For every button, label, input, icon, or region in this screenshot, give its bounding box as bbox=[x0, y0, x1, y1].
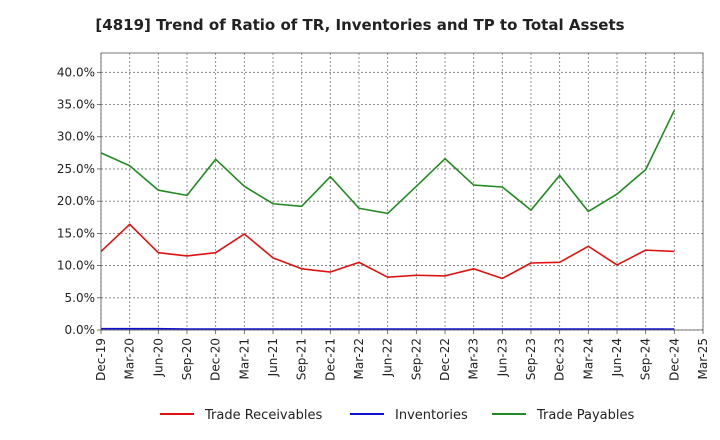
x-tick-label: Sep-23 bbox=[524, 338, 538, 380]
legend-label-trade-payables: Trade Payables bbox=[536, 408, 634, 423]
plot-area-frame bbox=[100, 52, 704, 331]
x-tick-label: Mar-23 bbox=[467, 338, 481, 379]
series-lines bbox=[100, 109, 676, 330]
series-line-trade-receivables bbox=[100, 223, 675, 280]
x-tick-label: Mar-20 bbox=[123, 338, 137, 379]
x-tick-label: Dec-19 bbox=[94, 338, 108, 381]
y-tick-label: 5.0% bbox=[65, 291, 96, 305]
series-line-trade-payables bbox=[100, 109, 676, 215]
x-tick-label: Mar-21 bbox=[237, 338, 251, 379]
x-tick-label: Sep-20 bbox=[180, 338, 194, 380]
x-tick-label: Dec-21 bbox=[323, 338, 337, 381]
y-tick-label: 25.0% bbox=[57, 162, 95, 176]
x-tick-label: Dec-23 bbox=[553, 338, 567, 381]
y-tick-label: 30.0% bbox=[57, 130, 95, 144]
x-tick-label: Mar-24 bbox=[581, 338, 595, 379]
x-tick-label: Jun-20 bbox=[151, 338, 165, 377]
x-tick-label: Sep-24 bbox=[639, 338, 653, 380]
x-tick-label: Mar-22 bbox=[352, 338, 366, 379]
legend-label-trade-receivables: Trade Receivables bbox=[204, 408, 322, 423]
x-tick-label: Sep-22 bbox=[409, 338, 423, 380]
y-tick-label: 20.0% bbox=[57, 194, 95, 208]
grid bbox=[100, 53, 704, 331]
x-tick-label: Dec-24 bbox=[667, 338, 681, 381]
legend-label-inventories: Inventories bbox=[395, 408, 468, 423]
x-tick-label: Jun-21 bbox=[266, 338, 280, 377]
y-tick-label: 40.0% bbox=[57, 65, 95, 79]
x-tick-label: Dec-22 bbox=[438, 338, 452, 381]
chart-title: [4819] Trend of Ratio of TR, Inventories… bbox=[95, 16, 624, 34]
x-tick-label: Jun-24 bbox=[610, 338, 624, 377]
y-axis-ticks: 0.0% 5.0% 10.0% 15.0% 20.0% 25.0% 30.0% 35.0% 40… bbox=[57, 65, 101, 337]
y-tick-label: 10.0% bbox=[57, 259, 95, 273]
x-tick-label: Dec-20 bbox=[209, 338, 223, 381]
y-tick-label: 15.0% bbox=[57, 226, 95, 240]
x-tick-label: Jun-22 bbox=[381, 338, 395, 377]
y-tick-label: 0.0% bbox=[65, 323, 96, 337]
y-tick-label: 35.0% bbox=[57, 98, 95, 112]
x-tick-label: Mar-25 bbox=[696, 338, 710, 379]
x-tick-label: Sep-21 bbox=[295, 338, 309, 380]
x-axis-ticks: Dec-19 Mar-20 Jun-20 Sep-20 Dec-20 Mar-21 Jun-… bbox=[94, 330, 710, 381]
x-tick-label: Jun-23 bbox=[495, 338, 509, 377]
legend: Trade Receivables Inventories Trade Payabl… bbox=[160, 408, 634, 423]
